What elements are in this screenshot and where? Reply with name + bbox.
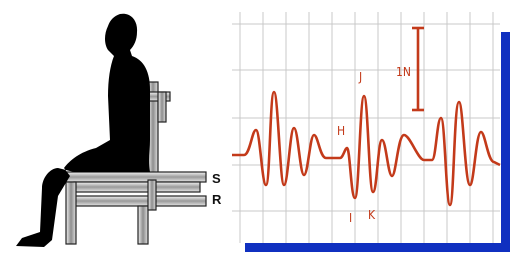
frame-right — [501, 32, 510, 252]
seat-label: S — [212, 171, 221, 186]
rail-label: R — [212, 192, 222, 207]
wave-k-label: K — [368, 208, 376, 222]
scale-bar — [412, 28, 424, 110]
frame-bottom — [245, 243, 510, 252]
person-silhouette — [16, 14, 150, 247]
wave-j-label: J — [358, 70, 362, 84]
scale-label: 1N — [396, 65, 411, 79]
ballistocardiograph-figure: S R 1N H J I K — [0, 0, 515, 256]
wave-h-label: H — [337, 124, 345, 138]
wave-i-label: I — [349, 211, 352, 225]
waveform — [232, 92, 500, 205]
grid — [232, 12, 500, 243]
